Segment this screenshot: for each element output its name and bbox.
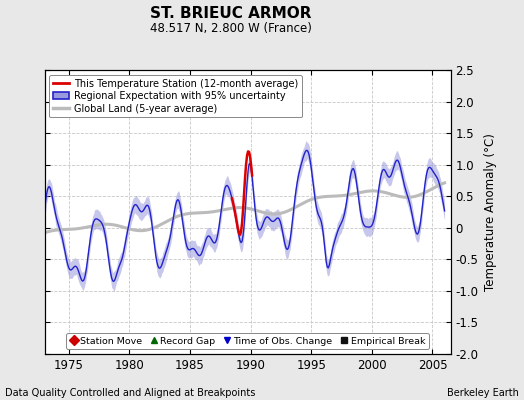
Y-axis label: Temperature Anomaly (°C): Temperature Anomaly (°C) — [484, 133, 497, 291]
Legend: Station Move, Record Gap, Time of Obs. Change, Empirical Break: Station Move, Record Gap, Time of Obs. C… — [66, 333, 429, 349]
Text: 48.517 N, 2.800 W (France): 48.517 N, 2.800 W (France) — [150, 22, 311, 35]
Text: ST. BRIEUC ARMOR: ST. BRIEUC ARMOR — [150, 6, 311, 21]
Text: Data Quality Controlled and Aligned at Breakpoints: Data Quality Controlled and Aligned at B… — [5, 388, 256, 398]
Text: Berkeley Earth: Berkeley Earth — [447, 388, 519, 398]
